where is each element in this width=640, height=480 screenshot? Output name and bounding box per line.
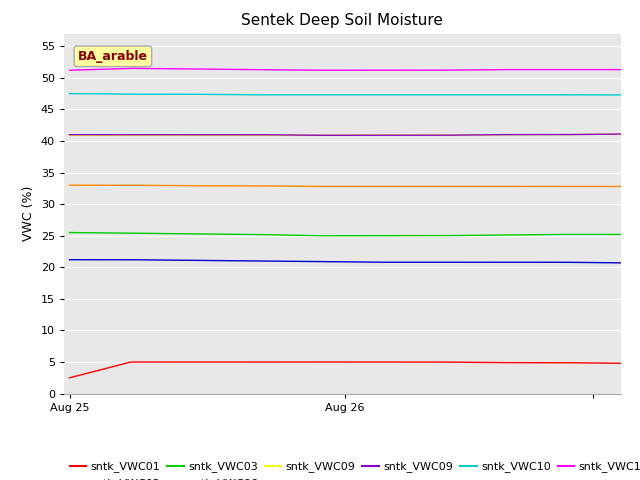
sntk_VWC11 — [285, 67, 293, 73]
sntk_VWC02 — [133, 257, 141, 263]
sntk_VWC06 — [468, 183, 476, 189]
Line: sntk_VWC09: sntk_VWC09 — [70, 134, 621, 135]
sntk_VWC06 — [66, 182, 74, 188]
sntk_VWC02 — [66, 257, 74, 263]
sntk_VWC10 — [467, 92, 474, 98]
sntk_VWC09 — [465, 132, 473, 138]
Line: sntk_VWC02: sntk_VWC02 — [70, 260, 621, 263]
sntk_VWC09 — [468, 132, 476, 138]
sntk_VWC03 — [465, 232, 473, 238]
sntk_VWC03 — [284, 232, 292, 238]
sntk_VWC01 — [245, 359, 253, 365]
sntk_VWC01 — [353, 359, 361, 365]
sntk_VWC03 — [132, 230, 140, 236]
sntk_VWC11 — [66, 67, 74, 73]
sntk_VWC03 — [468, 232, 476, 238]
sntk_VWC11 — [469, 67, 477, 73]
Y-axis label: VWC (%): VWC (%) — [22, 186, 35, 241]
sntk_VWC10 — [284, 92, 292, 98]
sntk_VWC10 — [245, 92, 253, 98]
sntk_VWC11 — [371, 67, 379, 73]
sntk_VWC09 — [414, 132, 422, 138]
sntk_VWC03 — [245, 231, 253, 237]
sntk_VWC03 — [313, 233, 321, 239]
sntk_VWC01 — [284, 359, 292, 365]
sntk_VWC09 — [465, 132, 473, 138]
sntk_VWC01 — [414, 359, 422, 365]
sntk_VWC06 — [104, 182, 112, 188]
sntk_VWC09 — [245, 132, 253, 138]
sntk_VWC01 — [465, 360, 473, 365]
Line: sntk_VWC03: sntk_VWC03 — [70, 232, 621, 236]
sntk_VWC09 — [338, 132, 346, 138]
sntk_VWC09 — [431, 132, 438, 138]
sntk_VWC11 — [415, 67, 423, 73]
sntk_VWC03 — [617, 231, 625, 237]
Legend: sntk_VWC01, sntk_VWC02, sntk_VWC03, sntk_VWC06, sntk_VWC09, sntk_VWC09, sntk_VWC: sntk_VWC01, sntk_VWC02, sntk_VWC03, sntk… — [70, 461, 640, 480]
Title: Sentek Deep Soil Moisture: Sentek Deep Soil Moisture — [241, 13, 444, 28]
sntk_VWC11 — [467, 67, 474, 73]
sntk_VWC02 — [617, 260, 625, 266]
sntk_VWC02 — [465, 259, 473, 265]
sntk_VWC02 — [246, 258, 254, 264]
sntk_VWC11 — [246, 67, 254, 72]
sntk_VWC10 — [617, 92, 625, 98]
sntk_VWC11 — [133, 66, 141, 72]
sntk_VWC09 — [66, 132, 74, 138]
Line: sntk_VWC11: sntk_VWC11 — [70, 68, 621, 70]
sntk_VWC10 — [412, 92, 420, 98]
sntk_VWC06 — [465, 183, 473, 189]
sntk_VWC06 — [246, 183, 254, 189]
sntk_VWC10 — [132, 91, 140, 97]
sntk_VWC09 — [132, 132, 140, 138]
sntk_VWC06 — [414, 183, 422, 189]
sntk_VWC09 — [66, 132, 74, 138]
sntk_VWC02 — [468, 259, 476, 265]
sntk_VWC01 — [66, 375, 74, 381]
sntk_VWC09 — [412, 132, 420, 138]
sntk_VWC11 — [128, 65, 136, 71]
sntk_VWC09 — [245, 132, 253, 138]
sntk_VWC01 — [617, 360, 625, 366]
Text: BA_arable: BA_arable — [78, 50, 148, 63]
sntk_VWC09 — [617, 131, 625, 137]
sntk_VWC09 — [617, 131, 625, 137]
sntk_VWC09 — [468, 132, 476, 138]
sntk_VWC11 — [617, 67, 625, 72]
sntk_VWC02 — [414, 259, 422, 265]
sntk_VWC10 — [463, 92, 471, 98]
sntk_VWC06 — [133, 182, 141, 188]
sntk_VWC03 — [414, 233, 422, 239]
sntk_VWC03 — [66, 229, 74, 235]
sntk_VWC01 — [132, 359, 140, 365]
Line: sntk_VWC06: sntk_VWC06 — [70, 185, 621, 186]
sntk_VWC01 — [468, 360, 476, 365]
sntk_VWC09 — [284, 132, 292, 138]
sntk_VWC02 — [285, 258, 293, 264]
Line: sntk_VWC10: sntk_VWC10 — [70, 94, 621, 95]
sntk_VWC06 — [285, 183, 293, 189]
sntk_VWC06 — [617, 183, 625, 189]
sntk_VWC10 — [66, 91, 74, 96]
sntk_VWC09 — [284, 132, 292, 138]
Line: sntk_VWC09: sntk_VWC09 — [70, 134, 621, 135]
sntk_VWC09 — [132, 132, 140, 138]
sntk_VWC02 — [92, 257, 100, 263]
Line: sntk_VWC01: sntk_VWC01 — [70, 362, 621, 378]
